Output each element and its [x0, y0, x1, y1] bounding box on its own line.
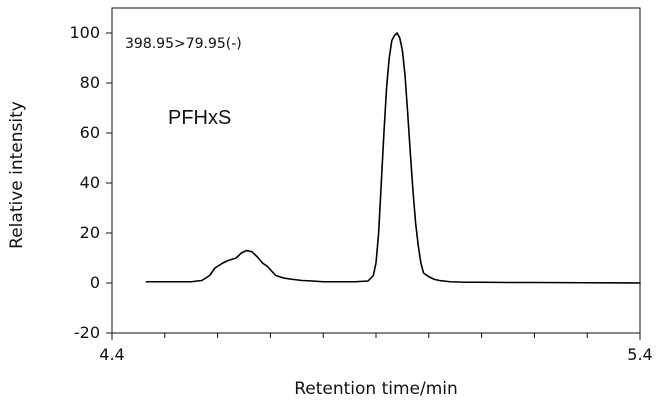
y-axis-title: Relative intensity: [7, 101, 27, 249]
x-axis-title: Retention time/min: [294, 379, 458, 399]
x-tick-label: 4.4: [99, 345, 124, 364]
y-tick-label: 80: [80, 73, 100, 92]
y-tick-label: -20: [74, 323, 100, 342]
x-tick-label: 5.4: [627, 345, 652, 364]
y-tick-label: 40: [80, 173, 100, 192]
y-tick-label: 20: [80, 223, 100, 242]
mrm-transition-label: 398.95>79.95(-): [125, 36, 242, 52]
y-tick-label: 60: [80, 123, 100, 142]
plot-frame: [111, 7, 641, 334]
series-line-0: [145, 32, 641, 284]
compound-label: PFHxS: [168, 107, 231, 129]
tick-layer: -20 0 20 40 60 80 100 4.4 5.4: [69, 23, 652, 364]
y-tick-label: 0: [90, 273, 100, 292]
series-layer: [145, 32, 641, 284]
y-tick-label: 100: [69, 23, 100, 42]
